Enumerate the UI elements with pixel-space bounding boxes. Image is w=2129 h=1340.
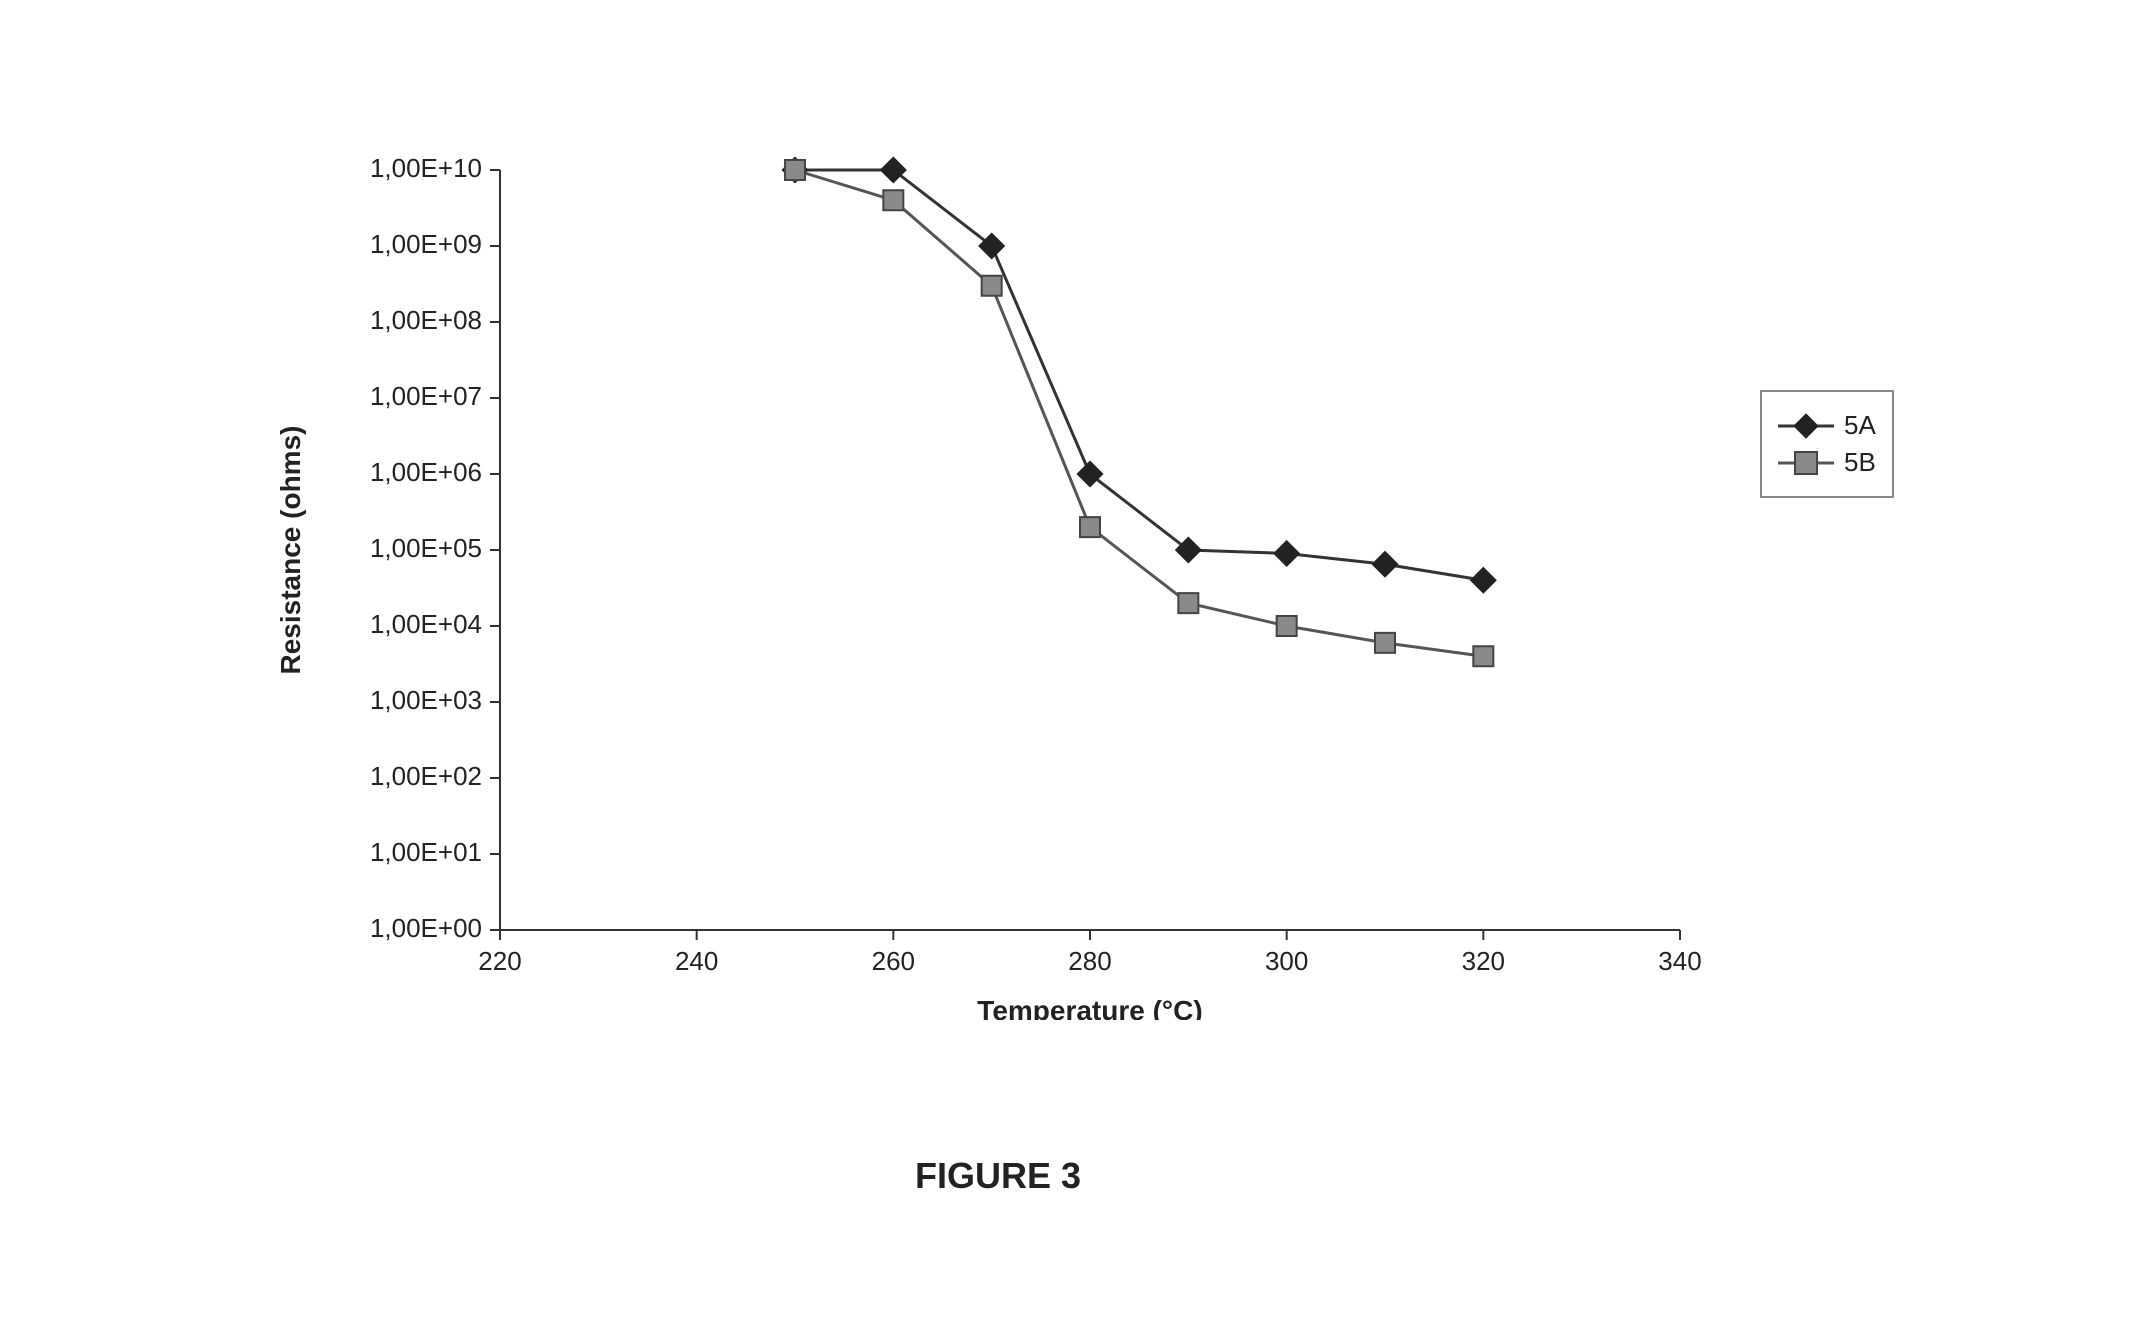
marker-square [1277,616,1297,636]
y-tick-label: 1,00E+02 [370,761,482,791]
marker-square [1473,646,1493,666]
legend-item-5B: 5B [1778,447,1876,478]
marker-square [1080,517,1100,537]
legend-label: 5B [1844,447,1876,478]
plot-area [500,170,1680,930]
x-tick-label: 240 [675,946,718,976]
y-tick-label: 1,00E+09 [370,229,482,259]
y-tick-label: 1,00E+04 [370,609,482,639]
y-tick-label: 1,00E+10 [370,153,482,183]
x-tick-label: 320 [1462,946,1505,976]
figure-caption: FIGURE 3 [915,1155,1081,1197]
legend-item-5A: 5A [1778,410,1876,441]
y-tick-label: 1,00E+03 [370,685,482,715]
marker-square [982,276,1002,296]
legend-label: 5A [1844,410,1876,441]
x-tick-label: 260 [872,946,915,976]
square-icon [1794,451,1818,475]
y-tick-label: 1,00E+08 [370,305,482,335]
legend-swatch [1778,414,1834,438]
diamond-icon [1793,413,1818,438]
page: 1,00E+00 1,00E+01 1,00E+02 1,00E+03 1,00E+04… [0,0,2129,1340]
y-tick-label: 1,00E+05 [370,533,482,563]
chart-legend: 5A5B [1760,390,1894,498]
x-axis-label: Temperature (°C) [977,995,1202,1020]
marker-square [785,160,805,180]
x-tick-label: 340 [1658,946,1701,976]
y-tick-label: 1,00E+06 [370,457,482,487]
legend-swatch [1778,451,1834,475]
x-tick-label: 220 [478,946,521,976]
x-tick-label: 280 [1068,946,1111,976]
y-axis-label: Resistance (ohms) [275,426,306,675]
resistance-vs-temperature-chart: 1,00E+00 1,00E+01 1,00E+02 1,00E+03 1,00E+04… [150,60,1870,1020]
y-tick-label: 1,00E+00 [370,913,482,943]
x-tick-label: 300 [1265,946,1308,976]
y-tick-label: 1,00E+01 [370,837,482,867]
marker-square [1178,593,1198,613]
marker-square [1375,633,1395,653]
marker-square [883,190,903,210]
y-tick-label: 1,00E+07 [370,381,482,411]
